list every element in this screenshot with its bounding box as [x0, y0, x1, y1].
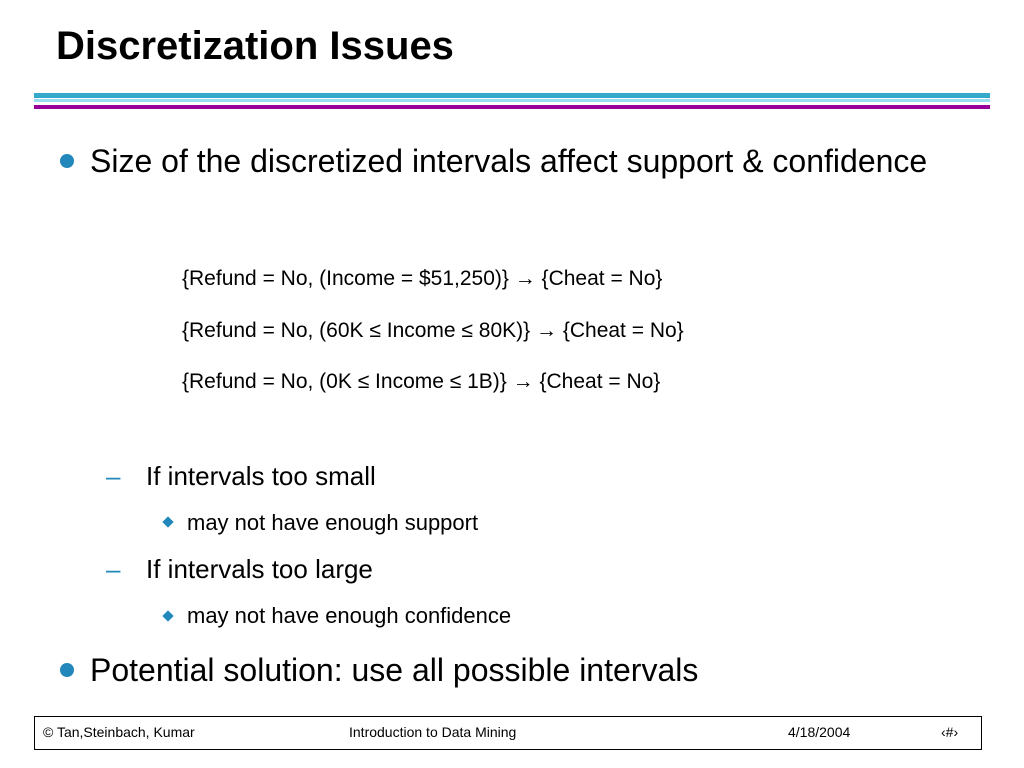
rule-line: {Refund = No, (Income = $51,250)} → {Che… [182, 267, 663, 290]
slide-title: Discretization Issues [56, 24, 454, 68]
sub-sub-bullet-text: may not have enough support [187, 510, 479, 535]
title-divider-purple [34, 105, 990, 109]
diamond-bullet-icon [162, 610, 174, 622]
rule-line: {Refund = No, (0K ≤ Income ≤ 1B)} → {Che… [182, 370, 661, 393]
sub-bullet-text: If intervals too large [146, 554, 373, 584]
rule-line: {Refund = No, (60K ≤ Income ≤ 80K)} → {C… [182, 319, 684, 342]
bullet-dot-icon [60, 663, 74, 677]
footer-date: 4/18/2004 [788, 724, 851, 740]
sub-bullet-text: If intervals too small [146, 461, 376, 491]
title-divider-cyan [34, 99, 990, 102]
bullet-text: Potential solution: use all possible int… [90, 652, 699, 688]
dash-icon: – [106, 461, 121, 491]
slide-footer: © Tan,Steinbach, Kumar Introduction to D… [34, 716, 982, 750]
sub-sub-bullet-text: may not have enough confidence [187, 603, 512, 628]
title-divider-teal [34, 93, 990, 98]
diamond-bullet-icon [162, 516, 174, 528]
dash-icon: – [106, 554, 121, 584]
bullet-dot-icon [60, 154, 74, 168]
footer-page-number: ‹#› [941, 724, 959, 740]
bullet-text: Size of the discretized intervals affect… [90, 143, 928, 179]
footer-copyright: © Tan,Steinbach, Kumar [43, 724, 195, 740]
footer-course-title: Introduction to Data Mining [349, 724, 517, 740]
